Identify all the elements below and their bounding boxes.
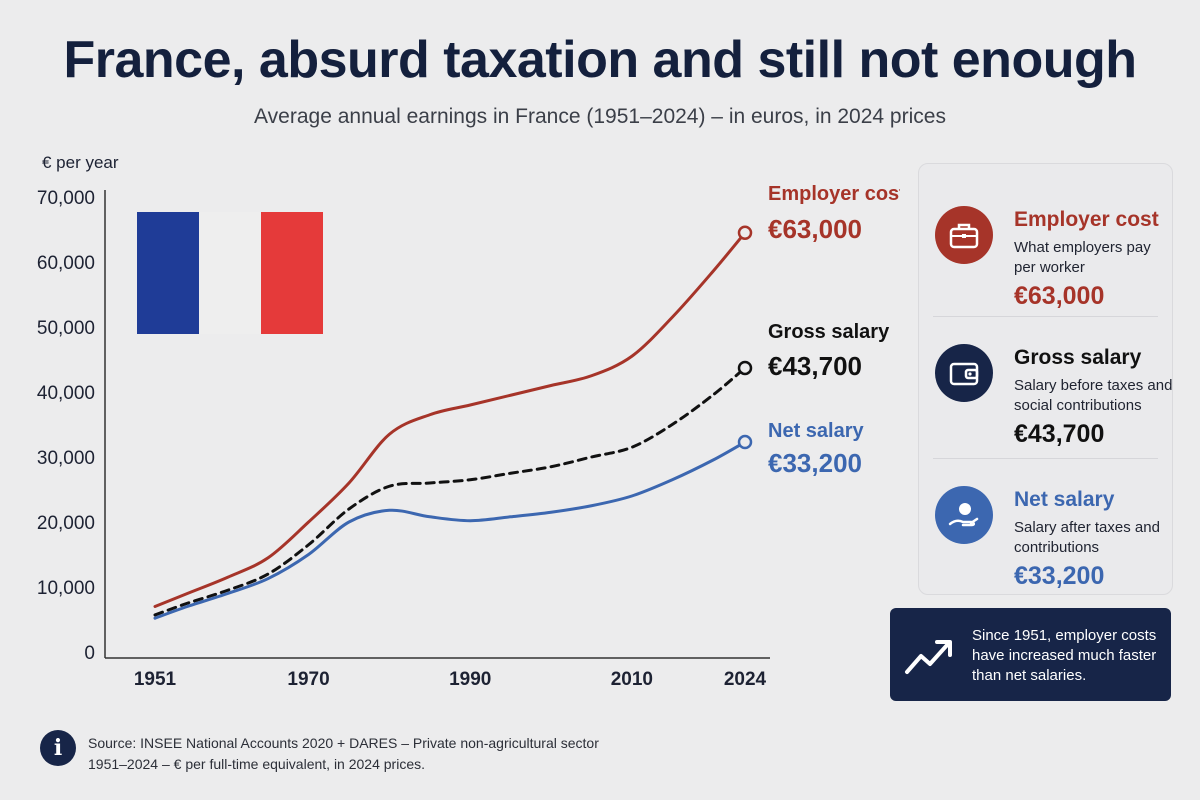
- employer-cost-value: €63,000: [1014, 282, 1105, 310]
- flag-red-stripe: [261, 212, 323, 334]
- y-tick-label: 0: [84, 643, 95, 664]
- x-tick-label: 2010: [611, 669, 653, 690]
- flag-blue-stripe: [137, 212, 199, 334]
- net-salary-card: Net salary Salary after taxes and contri…: [919, 458, 1172, 600]
- source-line-2: 1951–2024 – € per full-time equivalent, …: [88, 756, 425, 772]
- page-subtitle: Average annual earnings in France (1951–…: [254, 105, 946, 128]
- legend-panel: Employer cost What employers pay per wor…: [918, 163, 1173, 595]
- y-tick-label: 60,000: [37, 253, 95, 274]
- employer-series-value: €63,000: [768, 214, 862, 244]
- wallet-icon: [935, 344, 993, 402]
- x-tick-label: 2024: [724, 669, 767, 690]
- employer-series-name: Employer cost: [768, 183, 900, 205]
- gross-series-value: €43,700: [768, 351, 862, 381]
- employer-cost-title: Employer cost: [1014, 208, 1159, 231]
- net-series-value: €33,200: [768, 448, 862, 478]
- flag-white-stripe: [199, 212, 261, 334]
- employer-cost-card: Employer cost What employers pay per wor…: [919, 178, 1172, 320]
- y-tick-label: 20,000: [37, 513, 95, 534]
- y-axis-label: € per year: [42, 153, 119, 172]
- chart-end-labels: Employer cost €63,000 Gross salary €43,700 N…: [768, 183, 900, 478]
- page-title: France, absurd taxation and still not en…: [63, 31, 1138, 89]
- net-salary-title: Net salary: [1014, 488, 1115, 511]
- source-note: Source: INSEE National Accounts 2020 + D…: [88, 733, 599, 775]
- french-flag: [137, 212, 323, 334]
- chart-series: [153, 225, 753, 620]
- net-end-marker: [737, 434, 753, 450]
- trend-up-arrow-icon: [905, 640, 952, 674]
- briefcase-icon: [935, 206, 993, 264]
- source-line-1: Source: INSEE National Accounts 2020 + D…: [88, 735, 599, 751]
- x-tick-label: 1990: [449, 669, 491, 690]
- line-chart: € per year 0 10,000 20,000 30,000 40,000 50,00…: [37, 153, 900, 690]
- y-tick-label: 10,000: [37, 578, 95, 599]
- gross-salary-title: Gross salary: [1014, 346, 1142, 369]
- chart-axes: € per year 0 10,000 20,000 30,000 40,000 50,00…: [37, 153, 770, 690]
- divider: [933, 458, 1158, 459]
- y-tick-label: 70,000: [37, 188, 95, 209]
- y-tick-label: 50,000: [37, 318, 95, 339]
- info-icon: i: [40, 730, 76, 766]
- y-tick-label: 40,000: [37, 383, 95, 404]
- gross-salary-description: Salary before taxes and social contribut…: [1014, 377, 1173, 414]
- net-salary-value: €33,200: [1014, 562, 1105, 590]
- employer-end-marker: [737, 225, 753, 240]
- net-line: [153, 440, 747, 620]
- callout-text: Since 1951, employer costs have increase…: [972, 627, 1157, 684]
- net-series-name: Net salary: [768, 420, 864, 442]
- x-tick-label: 1970: [287, 669, 329, 690]
- gross-series-name: Gross salary: [768, 321, 890, 343]
- employer-line: [153, 231, 747, 608]
- gross-end-marker: [737, 360, 753, 376]
- net-salary-description: Salary after taxes and contributions: [1014, 519, 1160, 556]
- insight-callout: Since 1951, employer costs have increase…: [890, 608, 1171, 701]
- divider: [933, 316, 1158, 317]
- y-tick-label: 30,000: [37, 448, 95, 469]
- person-hand-icon: [935, 486, 993, 544]
- gross-salary-value: €43,700: [1014, 420, 1105, 448]
- gross-salary-card: Gross salary Salary before taxes and soc…: [919, 316, 1172, 458]
- x-tick-label: 1951: [134, 669, 177, 690]
- employer-cost-description: What employers pay per worker: [1014, 239, 1151, 276]
- gross-line: [153, 366, 747, 617]
